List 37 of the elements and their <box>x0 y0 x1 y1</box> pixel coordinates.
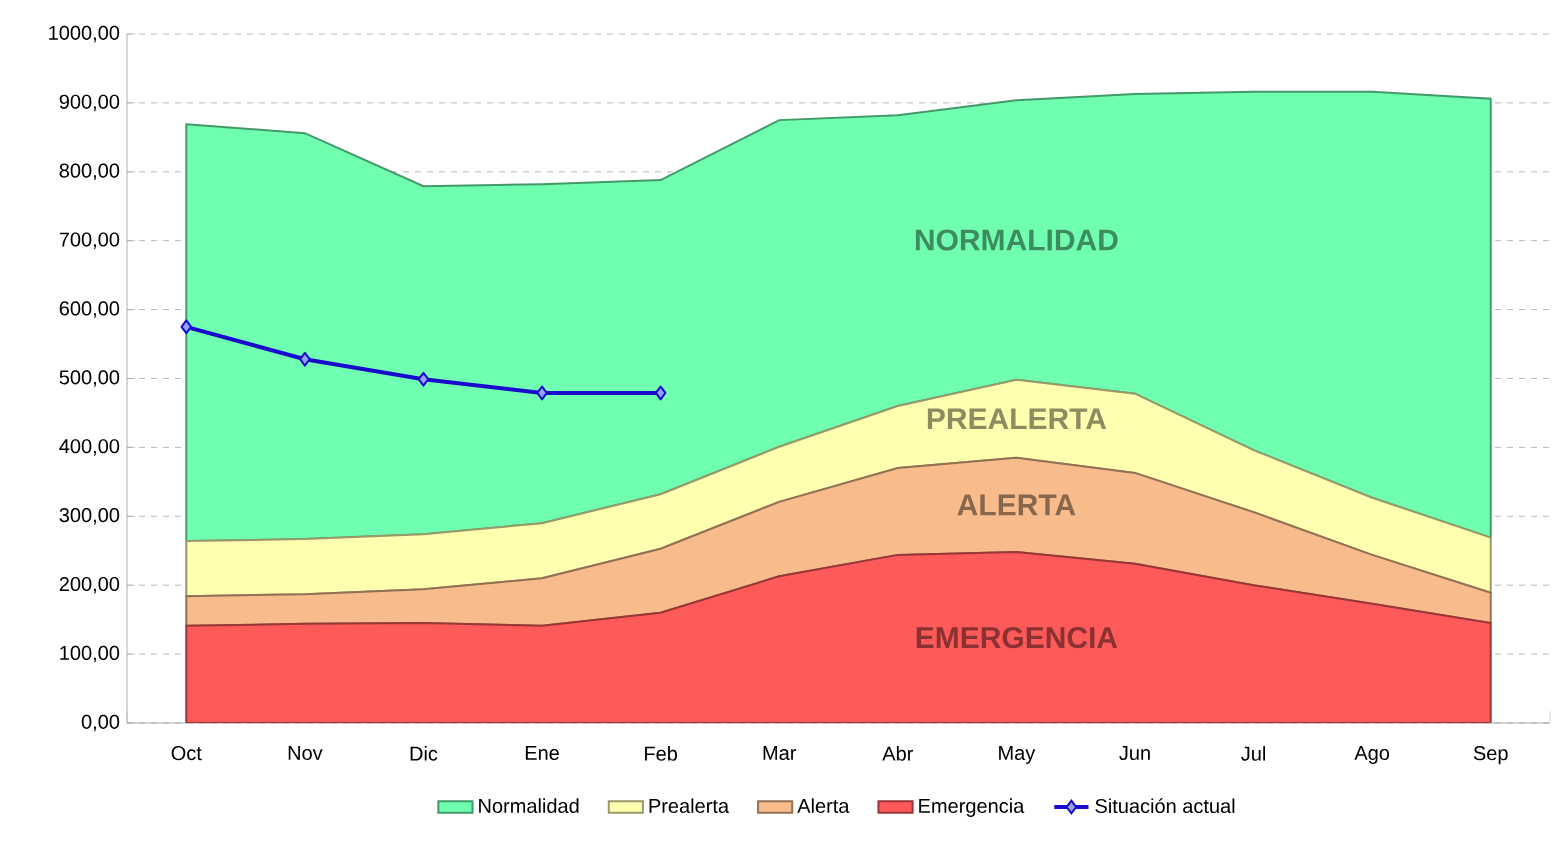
point <box>417 371 430 387</box>
legend-label: Alerta <box>797 798 850 813</box>
y-tick-label: 700,00 <box>59 232 120 249</box>
annotation: PREALERTA <box>927 408 1107 430</box>
point <box>180 319 193 335</box>
x-tick-label: Sep <box>1473 746 1508 765</box>
x-tick-label: May <box>999 746 1036 764</box>
y-tick-label: 800,00 <box>59 163 120 181</box>
legend-label: Normalidad <box>479 798 579 813</box>
x-tick-label: Oct <box>171 746 202 761</box>
x-tick-label: Dic <box>410 746 438 761</box>
y-tick-label: 0,00 <box>81 714 120 732</box>
annotation: EMERGENCIA <box>916 626 1118 649</box>
y-tick-label: 900,00 <box>59 94 120 112</box>
x-tick-label: Jun <box>1119 746 1150 761</box>
y-tick-label: 500,00 <box>59 370 120 387</box>
annotation: ALERTA <box>957 494 1076 516</box>
y-tick-label: 100,00 <box>60 645 120 663</box>
x-tick-label: Nov <box>288 746 323 761</box>
annotation: NORMALIDAD <box>915 229 1118 251</box>
legend-label: Emergencia <box>919 798 1025 817</box>
point <box>536 385 548 401</box>
y-tick-label: 400,00 <box>59 439 120 456</box>
x-tick-label: Mar <box>763 746 797 761</box>
point <box>654 385 667 401</box>
legend-label: Prealerta <box>649 798 730 813</box>
point <box>299 351 311 367</box>
y-tick-label: 1000,00 <box>49 25 120 43</box>
y-tick-label: 600,00 <box>59 301 120 318</box>
x-tick-label: Ene <box>525 746 559 761</box>
x-tick-label: Abr <box>882 746 914 761</box>
x-tick-label: Feb <box>645 746 678 761</box>
y-tick-label: 300,00 <box>59 508 120 525</box>
x-tick-label: Jul <box>1241 746 1265 761</box>
x-tick-label: Ago <box>1354 746 1390 764</box>
y-tick-label: 200,00 <box>59 576 120 594</box>
legend-label: Situación actual <box>1095 798 1235 814</box>
